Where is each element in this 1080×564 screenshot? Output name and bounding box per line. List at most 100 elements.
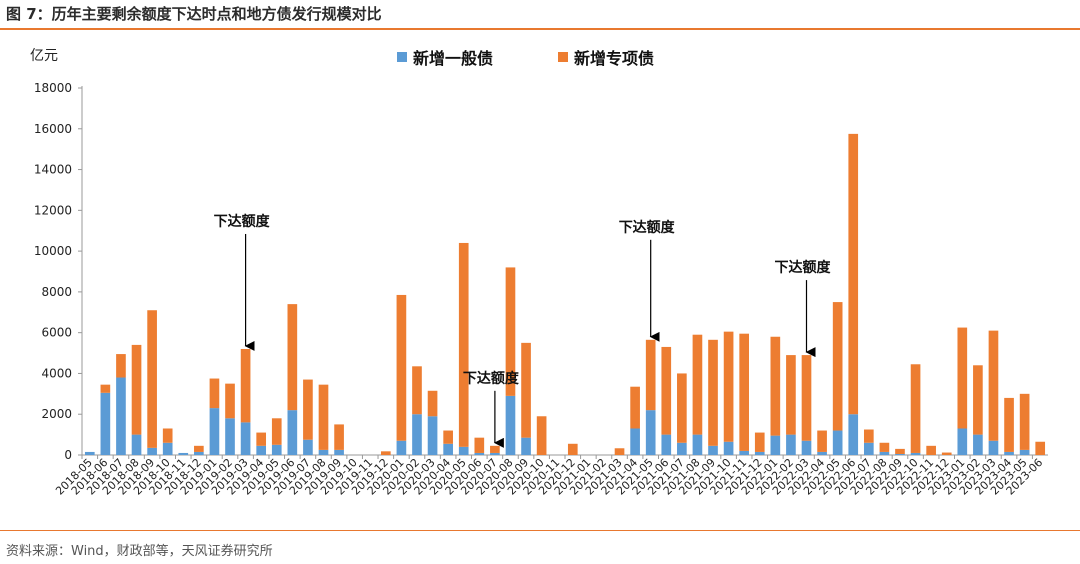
bar-general-2019-06 — [287, 410, 298, 455]
bar-special-2022-10 — [910, 364, 921, 453]
x-tick-labels: 2018-052018-062018-072018-082018-092018-… — [53, 456, 1045, 498]
bar-general-2022-05 — [832, 430, 843, 455]
bar-general-2019-01 — [209, 408, 220, 455]
bar-general-2021-06 — [661, 434, 672, 455]
annotation-label: 下达额度 — [619, 219, 676, 236]
legend-label-special: 新增专项债 — [574, 49, 654, 68]
bar-general-2018-09 — [147, 447, 157, 455]
bar-general-2019-03 — [240, 422, 251, 455]
bar-special-2019-06 — [287, 304, 298, 411]
bar-special-2022-02 — [786, 355, 796, 435]
bar-general-2023-04 — [1004, 451, 1014, 455]
bar-general-2022-06 — [848, 414, 859, 455]
bar-special-2018-07 — [116, 354, 126, 378]
footer-divider — [0, 530, 1080, 531]
bar-special-2022-04 — [817, 430, 827, 452]
page-title: 图 7：历年主要剩余额度下达时点和地方债发行规模对比 — [6, 5, 382, 23]
bar-general-2018-11 — [178, 452, 189, 455]
title-bar: 图 7：历年主要剩余额度下达时点和地方债发行规模对比 — [0, 0, 1080, 28]
bar-special-2020-09 — [521, 342, 531, 438]
bar-special-2019-02 — [225, 383, 235, 419]
bar-general-2018-05 — [84, 451, 95, 455]
bar-general-2022-04 — [817, 451, 827, 455]
bar-general-2019-04 — [256, 445, 267, 455]
bar-general-2023-03 — [988, 440, 999, 455]
bar-special-2018-08 — [131, 344, 142, 435]
bar-special-2019-03 — [240, 348, 251, 423]
bar-general-2021-12 — [754, 451, 765, 455]
bar-general-2023-05 — [1019, 449, 1030, 455]
bar-general-2021-05 — [645, 410, 656, 455]
bar-special-2020-06 — [474, 437, 485, 453]
bar-special-2021-04 — [630, 386, 640, 429]
bar-general-2018-08 — [131, 434, 142, 455]
bar-special-2022-07 — [863, 429, 874, 443]
bar-special-2023-01 — [957, 327, 968, 429]
bar-general-2018-07 — [116, 377, 126, 455]
bar-special-2020-04 — [443, 430, 453, 444]
bar-general-2023-02 — [973, 434, 983, 455]
bar-special-2021-10 — [723, 331, 734, 442]
bar-general-2019-09 — [334, 449, 344, 455]
bar-special-2022-11 — [926, 445, 936, 455]
bar-general-2019-07 — [303, 439, 313, 455]
bar-general-2021-11 — [739, 450, 750, 455]
bar-special-2022-09 — [895, 448, 905, 454]
bar-special-2018-12 — [194, 445, 204, 452]
bar-special-2020-12 — [567, 443, 578, 455]
bar-special-2022-03 — [801, 355, 812, 441]
bar-special-2022-05 — [832, 302, 843, 431]
axes: 0 2000 4000 6000 8000 10000 12000 14000 16000 180… — [34, 81, 1048, 462]
bar-special-2021-07 — [677, 373, 687, 443]
y-tick-label: 18000 — [34, 81, 72, 95]
bar-general-2022-07 — [863, 442, 874, 455]
annotation-label: 下达额度 — [463, 370, 520, 387]
bar-general-2018-06 — [100, 392, 111, 455]
bar-general-2020-06 — [474, 452, 485, 455]
bar-general-2022-02 — [786, 434, 796, 455]
bar-special-2020-08 — [505, 267, 516, 396]
bar-special-2021-09 — [708, 339, 718, 446]
bar-general-2021-10 — [723, 441, 734, 455]
bar-general-2020-05 — [458, 446, 469, 455]
bar-special-2019-05 — [271, 418, 282, 445]
bar-general-2020-04 — [443, 443, 453, 455]
bar-general-2022-01 — [770, 435, 781, 455]
y-tick-label: 8000 — [41, 285, 72, 299]
bar-general-2022-03 — [801, 440, 812, 455]
bar-special-2020-10 — [536, 416, 547, 455]
bar-general-2019-02 — [225, 418, 235, 455]
annotation-label: 下达额度 — [214, 213, 271, 230]
bar-general-2021-09 — [708, 445, 718, 455]
title-divider — [0, 28, 1080, 30]
bar-special-2022-12 — [941, 452, 952, 455]
bar-general-2018-12 — [194, 451, 204, 455]
stacked-bar-chart: 亿元 新增一般债 新增专项债 0 2000 4000 6000 8000 10000 120… — [30, 48, 1048, 498]
bars — [81, 133, 1046, 459]
bar-special-2020-02 — [412, 366, 422, 415]
bar-special-2021-08 — [692, 334, 703, 435]
bar-special-2023-04 — [1004, 397, 1014, 452]
bar-general-2021-08 — [692, 434, 703, 455]
bar-general-2022-10 — [910, 452, 921, 455]
bar-special-2020-01 — [396, 294, 407, 441]
legend-swatch-general — [397, 52, 407, 62]
bar-general-2020-08 — [505, 395, 516, 455]
bar-special-2020-05 — [458, 242, 469, 447]
legend: 新增一般债 新增专项债 — [397, 49, 654, 68]
bar-special-2018-09 — [147, 310, 157, 448]
bar-general-2021-07 — [677, 442, 687, 455]
bar-special-2021-03 — [614, 448, 625, 455]
bar-special-2019-08 — [318, 384, 329, 450]
bar-general-2020-02 — [412, 414, 422, 455]
y-tick-label: 4000 — [41, 366, 72, 380]
bar-general-2020-07 — [490, 452, 500, 455]
bar-general-2021-04 — [630, 428, 640, 455]
bar-special-2018-10 — [162, 428, 173, 443]
bar-special-2019-01 — [209, 378, 220, 409]
bar-general-2023-01 — [957, 428, 968, 455]
y-axis-unit: 亿元 — [30, 48, 58, 64]
annotation-label: 下达额度 — [775, 259, 832, 276]
bar-special-2022-06 — [848, 133, 859, 415]
bar-special-2019-07 — [303, 379, 313, 440]
